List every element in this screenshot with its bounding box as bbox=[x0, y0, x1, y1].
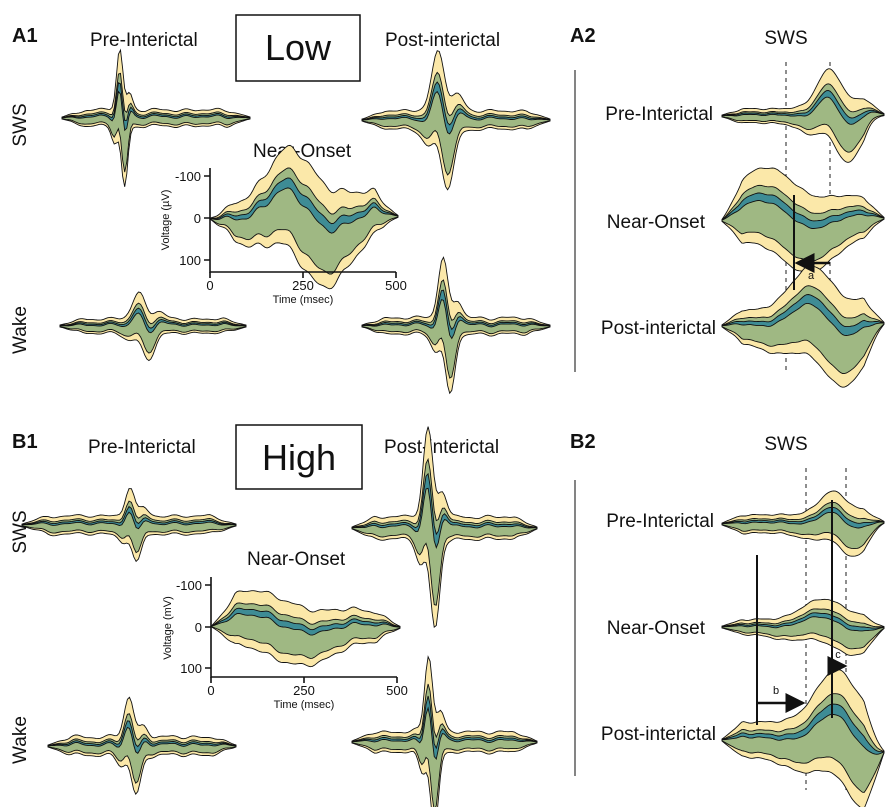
waveform-teal-band bbox=[721, 703, 885, 755]
a1-condition-label: Low bbox=[265, 27, 332, 68]
waveform-green-band bbox=[47, 713, 237, 784]
a1-sws-pre-waveform bbox=[61, 48, 251, 187]
a1-near-label: Near-Onset bbox=[253, 141, 352, 162]
waveform-green-band bbox=[361, 71, 551, 176]
a1-xtick-0: 0 bbox=[206, 278, 213, 293]
b2-post-label: Post-interictal bbox=[601, 724, 716, 745]
a1-condition-box bbox=[235, 14, 361, 82]
a2-near-waveform bbox=[721, 167, 885, 274]
b2-pre-label: Pre-Interictal bbox=[606, 511, 714, 532]
b1-sws-post-waveform bbox=[351, 426, 538, 629]
b1-xtick-0: 0 bbox=[207, 683, 214, 698]
b1-ylabel: Voltage (mV) bbox=[162, 596, 174, 660]
waveform-green-band bbox=[210, 167, 399, 275]
a1-near-waveform bbox=[210, 144, 399, 290]
a1-axes: -100 0 100 0 250 500 Time (msec) Voltage… bbox=[160, 168, 407, 306]
a2-post-label: Post-interictal bbox=[601, 318, 716, 339]
a1-xtick-250: 250 bbox=[292, 278, 314, 293]
b1-condition-box bbox=[235, 424, 363, 490]
b2-arrow-label-b: b bbox=[773, 685, 779, 697]
waveform-teal-band bbox=[721, 192, 885, 229]
waveform-teal-band bbox=[351, 695, 538, 760]
b1-xtick-500: 500 bbox=[386, 683, 408, 698]
waveform-green-band bbox=[721, 501, 885, 550]
b1-near-waveform bbox=[211, 590, 401, 668]
waveform-teal-band bbox=[211, 607, 401, 636]
b1-ytick-100: 100 bbox=[180, 661, 202, 676]
b1-axes: -100 0 100 0 250 500 Time (msec) Voltage… bbox=[162, 577, 408, 711]
b1-condition-label: High bbox=[262, 437, 336, 478]
waveform-teal-band bbox=[721, 612, 885, 632]
b2-title: SWS bbox=[764, 434, 807, 455]
a1-ytick-0: 0 bbox=[194, 211, 201, 226]
a1-wake-row-label: Wake bbox=[10, 306, 31, 354]
panel-a1: A1 Pre-Interictal Low Post-interictal SW… bbox=[10, 14, 551, 395]
waveform-teal-band bbox=[21, 505, 237, 530]
a2-arrow-label-a: a bbox=[808, 270, 815, 282]
a2-pre-label: Pre-Interictal bbox=[605, 104, 713, 125]
a2-post-waveform bbox=[721, 265, 885, 388]
b2-pre-waveform bbox=[721, 490, 885, 557]
waveform-green-band bbox=[721, 285, 885, 375]
b1-axis-ticks bbox=[205, 584, 398, 683]
waveform-green-band bbox=[351, 683, 538, 807]
b1-near-label: Near-Onset bbox=[247, 549, 346, 570]
a1-ytick-neg100: -100 bbox=[175, 169, 201, 184]
b1-wake-post-waveform bbox=[351, 655, 538, 807]
a2-title: SWS bbox=[764, 28, 807, 49]
a1-ytick-100: 100 bbox=[179, 253, 201, 268]
b1-wake-pre-waveform bbox=[47, 696, 237, 795]
b1-sws-pre-waveform bbox=[21, 488, 237, 563]
panel-label-b1: B1 bbox=[12, 431, 38, 453]
waveform-green-band bbox=[61, 72, 251, 173]
a1-ylabel: Voltage (µV) bbox=[160, 190, 172, 251]
panel-label-a1: A1 bbox=[12, 25, 38, 47]
waveform-teal-band bbox=[210, 177, 399, 234]
b2-near-label: Near-Onset bbox=[607, 618, 706, 639]
waveform-green-band bbox=[21, 500, 237, 554]
waveform-teal-band bbox=[361, 81, 551, 135]
a1-wake-pre-waveform bbox=[59, 291, 247, 362]
b1-xlabel: Time (msec) bbox=[274, 699, 335, 711]
a1-xlabel: Time (msec) bbox=[273, 294, 334, 306]
b1-sws-row-label: SWS bbox=[10, 510, 31, 553]
a1-wake-post-waveform bbox=[361, 256, 551, 395]
a1-pre-label: Pre-Interictal bbox=[90, 30, 198, 51]
a1-sws-row-label: SWS bbox=[10, 103, 31, 146]
waveform-teal-band bbox=[361, 289, 551, 340]
b1-xtick-250: 250 bbox=[293, 683, 315, 698]
panel-b2: B2 SWS Pre-Interictal Near-Onset Post-in… bbox=[570, 431, 885, 807]
b2-post-waveform bbox=[721, 669, 885, 807]
a2-pre-waveform bbox=[721, 68, 885, 163]
waveform-teal-band bbox=[721, 506, 885, 529]
a2-near-label: Near-Onset bbox=[607, 212, 706, 233]
waveform-green-band bbox=[721, 608, 885, 650]
a1-xtick-500: 500 bbox=[385, 278, 407, 293]
b1-pre-label: Pre-Interictal bbox=[88, 437, 196, 458]
b1-post-label: Post-interictal bbox=[384, 437, 499, 458]
waveform-green-band bbox=[721, 83, 885, 153]
waveform-teal-band bbox=[351, 472, 538, 549]
waveform-teal-band bbox=[721, 90, 885, 125]
b2-arrow-label-c: c bbox=[835, 649, 841, 661]
a1-post-label: Post-interictal bbox=[385, 30, 500, 51]
a1-sws-post-waveform bbox=[361, 50, 551, 191]
panel-a2: A2 SWS Pre-Interictal Near-Onset Post-in… bbox=[570, 25, 885, 388]
b1-wake-row-label: Wake bbox=[10, 716, 31, 764]
waveform-teal-band bbox=[47, 720, 237, 754]
waveform-teal-band bbox=[721, 294, 885, 336]
waveform-teal-band bbox=[59, 307, 247, 334]
b2-near-waveform bbox=[721, 598, 885, 656]
b1-ytick-neg100: -100 bbox=[176, 578, 202, 593]
panel-label-a2: A2 bbox=[570, 25, 596, 47]
panel-b1: B1 Pre-Interictal High Post-interictal S… bbox=[10, 424, 538, 807]
panel-label-b2: B2 bbox=[570, 431, 596, 453]
b1-ytick-0: 0 bbox=[195, 620, 202, 635]
waveform-teal-band bbox=[61, 82, 251, 132]
waveform-green-band bbox=[351, 457, 538, 606]
a1-axis-ticks bbox=[204, 175, 397, 278]
